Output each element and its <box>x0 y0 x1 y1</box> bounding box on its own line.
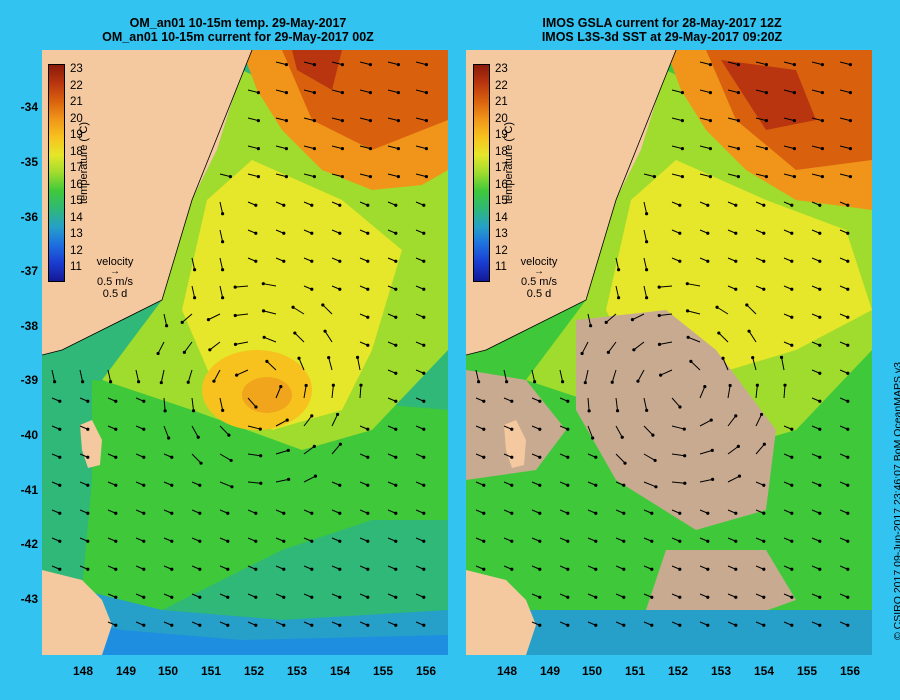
lon-tick: 152 <box>667 664 689 678</box>
colorbar-tick: 13 <box>495 228 508 240</box>
lon-tick: 150 <box>157 664 179 678</box>
colorbar-tick: 22 <box>70 79 83 92</box>
colorbar-tick: 14 <box>70 211 83 224</box>
lon-tick: 156 <box>415 664 437 678</box>
colorbar-tick: 21 <box>70 96 83 108</box>
colorbar-tick: 17 <box>70 162 83 174</box>
arrow-icon: → <box>534 266 544 277</box>
colorbar-gradient <box>473 64 490 282</box>
lon-tick: 150 <box>581 664 603 678</box>
colorbar-tick: 22 <box>495 79 508 92</box>
lon-tick: 156 <box>839 664 861 678</box>
colorbar-tick: 19 <box>495 129 508 141</box>
colorbar-gradient <box>48 64 65 282</box>
lat-tick: -35 <box>20 155 38 169</box>
lat-tick: -37 <box>20 264 38 278</box>
colorbar-tick: 14 <box>495 211 508 224</box>
colorbar-tick: 11 <box>495 261 507 273</box>
lon-tick: 155 <box>796 664 818 678</box>
lon-tick: 152 <box>243 664 265 678</box>
velocity-time: 0.5 d <box>102 288 128 300</box>
lon-tick: 154 <box>329 664 351 678</box>
lon-tick: 154 <box>753 664 775 678</box>
lat-tick: -39 <box>20 373 38 387</box>
lat-tick: -36 <box>20 210 38 224</box>
left-map-panel <box>42 50 448 655</box>
lat-tick: -42 <box>20 537 38 551</box>
colorbar-tick: 17 <box>495 162 508 174</box>
lat-tick: -38 <box>20 319 38 333</box>
left-velocity-key: velocity → 0.5 m/s 0.5 d <box>85 256 145 300</box>
lat-tick: -34 <box>20 100 38 114</box>
colorbar-tick: 18 <box>495 145 508 158</box>
velocity-speed: 0.5 m/s <box>520 276 558 288</box>
velocity-time: 0.5 d <box>526 288 552 300</box>
lon-tick: 151 <box>200 664 222 678</box>
colorbar-tick: 12 <box>495 244 508 257</box>
velocity-label: velocity <box>520 256 558 268</box>
colorbar-tick: 23 <box>495 63 508 75</box>
left-title-line2: OM_an01 10-15m current for 29-May-2017 0… <box>102 30 374 44</box>
lat-tick: -40 <box>20 428 38 442</box>
lat-tick: -41 <box>20 483 38 497</box>
lon-tick: 155 <box>372 664 394 678</box>
left-panel-title: OM_an01 10-15m temp. 29-May-2017 OM_an01… <box>28 16 448 44</box>
right-title-line2: IMOS L3S-3d SST at 29-May-2017 09:20Z <box>541 30 783 44</box>
right-panel-title: IMOS GSLA current for 28-May-2017 12Z IM… <box>452 16 872 44</box>
velocity-label: velocity <box>96 256 134 268</box>
velocity-speed: 0.5 m/s <box>96 276 134 288</box>
lon-tick: 148 <box>496 664 518 678</box>
colorbar-tick: 20 <box>70 112 83 125</box>
colorbar-tick: 18 <box>70 145 83 158</box>
lon-tick: 149 <box>115 664 137 678</box>
colorbar-tick: 15 <box>70 195 83 207</box>
right-velocity-key: velocity → 0.5 m/s 0.5 d <box>509 256 569 300</box>
lon-tick: 153 <box>286 664 308 678</box>
lon-tick: 151 <box>624 664 646 678</box>
colorbar-tick: 19 <box>70 129 83 141</box>
colorbar-tick: 15 <box>495 195 508 207</box>
colorbar-tick: 16 <box>70 178 83 191</box>
credit-text: © CSIRO 2017 09-Jun-2017 23:46:07 BoM Oc… <box>892 362 900 640</box>
colorbar-tick: 13 <box>70 228 83 240</box>
colorbar-tick: 12 <box>70 244 83 257</box>
left-title-line1: OM_an01 10-15m temp. 29-May-2017 <box>129 16 347 30</box>
lon-tick: 149 <box>539 664 561 678</box>
colorbar-tick: 23 <box>70 63 83 75</box>
lat-tick: -43 <box>20 592 38 606</box>
colorbar-tick: 11 <box>70 261 82 273</box>
right-title-line1: IMOS GSLA current for 28-May-2017 12Z <box>542 16 782 30</box>
colorbar-tick: 21 <box>495 96 508 108</box>
lon-tick: 148 <box>72 664 94 678</box>
right-map-panel <box>466 50 872 655</box>
lon-tick: 153 <box>710 664 732 678</box>
arrow-icon: → <box>110 266 120 277</box>
colorbar-tick: 20 <box>495 112 508 125</box>
colorbar-tick: 16 <box>495 178 508 191</box>
